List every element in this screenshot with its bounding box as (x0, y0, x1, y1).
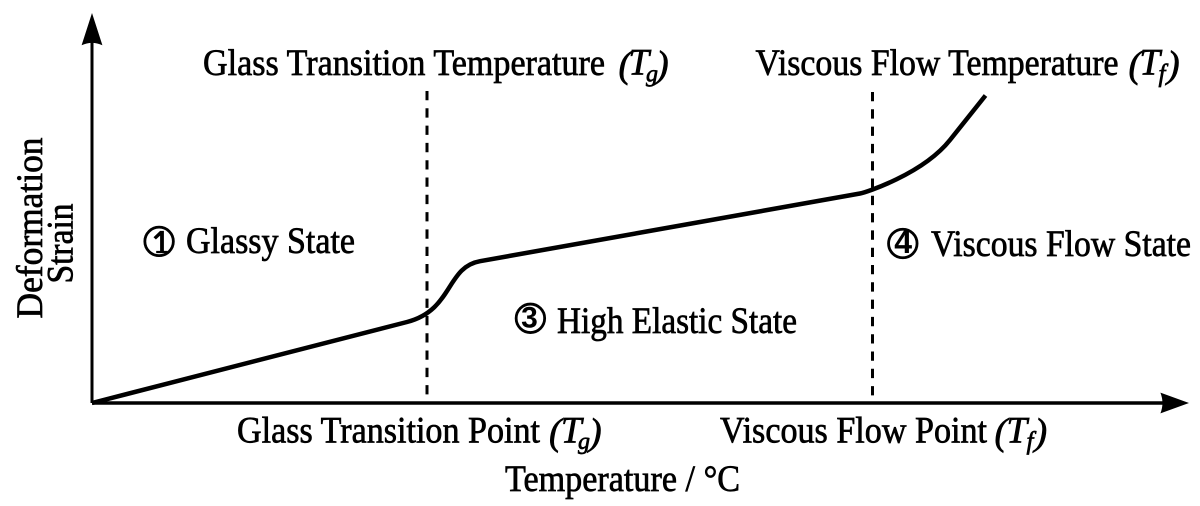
svg-text:High Elastic State: High Elastic State (557, 301, 797, 342)
svg-text:Viscous Flow Temperature: Viscous Flow Temperature (756, 43, 1119, 84)
svg-text:Temperature / °C: Temperature / °C (505, 459, 740, 500)
svg-text:): ) (587, 412, 602, 454)
svg-text:(: ( (995, 412, 1010, 454)
svg-text:g: g (646, 62, 658, 88)
svg-text:4: 4 (894, 224, 912, 260)
svg-text:Strain: Strain (40, 204, 81, 284)
svg-text:T: T (1140, 43, 1163, 84)
svg-text:Glassy State: Glassy State (186, 221, 355, 262)
svg-text:T: T (1007, 411, 1030, 452)
svg-text:(: ( (549, 412, 564, 454)
svg-text:Viscous Flow State: Viscous Flow State (931, 224, 1191, 265)
svg-text:3: 3 (521, 301, 538, 334)
svg-text:(: ( (619, 44, 634, 86)
svg-text:f: f (1027, 428, 1037, 455)
svg-text:Glass Transition Temperature: Glass Transition Temperature (203, 43, 605, 84)
svg-text:Glass Transition Point: Glass Transition Point (237, 411, 541, 452)
svg-text:): ) (1033, 412, 1048, 454)
svg-text:f: f (1159, 61, 1169, 88)
svg-text:Viscous Flow Point: Viscous Flow Point (720, 411, 988, 452)
svg-text:): ) (1165, 44, 1180, 86)
svg-text:g: g (578, 429, 590, 455)
svg-text:): ) (654, 44, 669, 86)
svg-text:T: T (629, 43, 652, 84)
svg-text:Deformation: Deformation (10, 138, 51, 319)
svg-text:T: T (561, 411, 584, 452)
svg-text:(: ( (1129, 44, 1144, 86)
